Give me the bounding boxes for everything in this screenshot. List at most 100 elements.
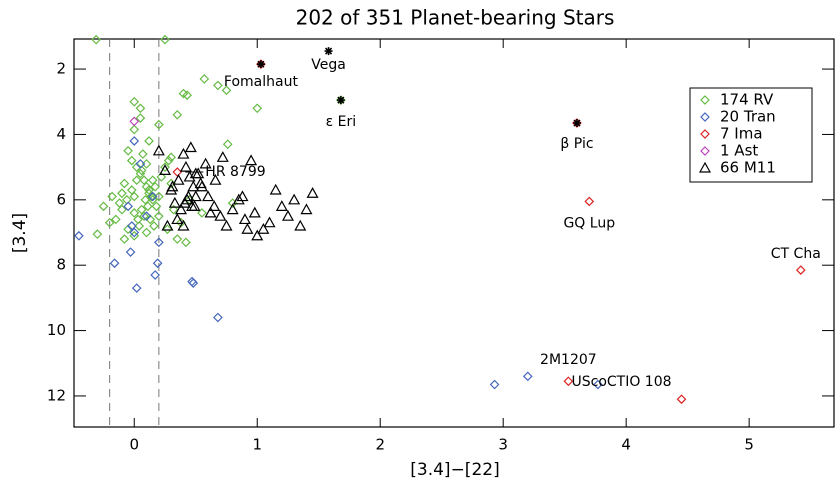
point xyxy=(139,175,149,186)
annotation-label: Vega xyxy=(311,57,346,73)
point xyxy=(117,188,127,199)
point xyxy=(489,379,500,390)
point xyxy=(161,219,174,231)
point xyxy=(117,204,127,215)
point xyxy=(129,191,140,202)
legend-box xyxy=(689,87,813,183)
y-tick-label: 10 xyxy=(47,321,66,339)
point xyxy=(208,200,221,211)
annotation-marker xyxy=(336,96,345,105)
legend-marker xyxy=(698,161,712,173)
y-tick-label: 12 xyxy=(47,386,66,404)
point xyxy=(221,85,232,96)
y-tick-label: 4 xyxy=(56,125,66,143)
point xyxy=(135,159,146,169)
legend-marker xyxy=(700,95,710,105)
point xyxy=(189,190,202,202)
annotation-label: HR 8799 xyxy=(205,164,265,180)
point xyxy=(92,229,103,239)
point xyxy=(129,136,140,146)
point xyxy=(593,379,603,390)
point xyxy=(172,167,183,177)
point xyxy=(147,191,158,202)
point xyxy=(179,160,192,172)
point xyxy=(252,103,263,114)
annotation-label: 2M1207 xyxy=(540,352,597,368)
y-axis-label: [3.4] xyxy=(10,213,30,253)
point xyxy=(123,145,133,156)
point xyxy=(145,214,156,225)
point xyxy=(226,203,239,215)
annotation-label: UScoCTIO 108 xyxy=(571,374,671,390)
y-tick-label: 6 xyxy=(56,190,66,208)
legend-marker xyxy=(700,129,710,139)
point xyxy=(168,204,179,215)
point xyxy=(187,276,197,287)
x-tick-label: 1 xyxy=(252,436,262,454)
point xyxy=(152,144,165,156)
point xyxy=(123,201,133,212)
point xyxy=(199,74,210,84)
point xyxy=(181,237,191,248)
point xyxy=(129,124,140,135)
point xyxy=(245,154,258,166)
plot-frame xyxy=(73,38,835,428)
point xyxy=(144,185,154,195)
legend-marker xyxy=(700,146,710,156)
annotation-label: ε Eri xyxy=(326,114,357,130)
point xyxy=(163,155,174,166)
point xyxy=(107,191,117,202)
legend-label: 20 Tran xyxy=(720,108,776,126)
chart-title: 202 of 351 Planet-bearing Stars xyxy=(296,6,615,30)
x-tick-label: 5 xyxy=(744,436,754,454)
point xyxy=(126,221,137,231)
point xyxy=(138,149,148,159)
x-tick-label: 3 xyxy=(498,436,508,454)
point xyxy=(129,116,140,127)
point xyxy=(220,219,233,231)
point xyxy=(141,227,152,238)
point xyxy=(213,312,223,323)
point xyxy=(129,227,140,238)
point xyxy=(136,204,147,215)
point xyxy=(168,196,181,208)
point xyxy=(158,164,172,176)
point xyxy=(281,209,295,221)
point xyxy=(209,173,222,185)
point xyxy=(109,258,120,269)
point xyxy=(238,213,251,225)
point xyxy=(199,157,212,169)
point xyxy=(676,394,687,405)
point xyxy=(288,193,301,205)
point xyxy=(129,96,140,107)
point xyxy=(184,141,197,153)
point xyxy=(131,162,142,172)
point xyxy=(135,103,146,114)
point xyxy=(213,80,223,91)
point xyxy=(139,211,149,222)
point xyxy=(150,270,161,280)
point xyxy=(522,371,533,382)
point xyxy=(189,167,202,179)
point xyxy=(204,206,217,218)
point xyxy=(134,221,145,231)
point xyxy=(150,181,161,192)
point xyxy=(216,151,229,162)
point xyxy=(182,90,192,101)
point xyxy=(300,203,313,215)
point xyxy=(110,214,121,225)
point xyxy=(135,113,146,123)
point xyxy=(152,258,163,269)
point xyxy=(154,211,164,222)
point xyxy=(129,208,140,218)
point xyxy=(144,136,154,146)
legend-label: 174 RV xyxy=(720,91,774,109)
point xyxy=(171,213,184,225)
point xyxy=(160,34,170,45)
point xyxy=(306,187,319,198)
point xyxy=(177,219,190,231)
point xyxy=(154,119,164,130)
annotation-marker xyxy=(256,60,265,69)
